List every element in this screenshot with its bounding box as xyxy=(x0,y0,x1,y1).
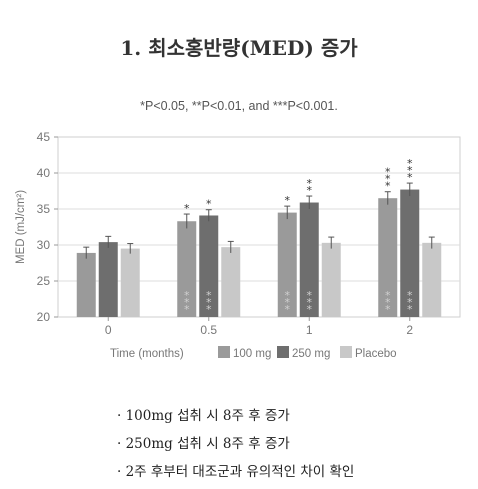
inside-star: * xyxy=(184,289,190,302)
inside-star: * xyxy=(407,296,413,309)
note-item: · 100mg 섭취 시 8주 후 증가 xyxy=(117,408,290,424)
inside-star: * xyxy=(407,303,413,316)
legend-swatch xyxy=(218,346,230,358)
chart-axes: 20 25 30 35 40 45 MED (mJ/cm²) 0 0.5 1 2 xyxy=(15,130,413,337)
significance-star: * xyxy=(307,184,313,197)
significance-star: * xyxy=(385,166,391,179)
inside-star: * xyxy=(184,303,190,316)
significance-star: * xyxy=(407,164,413,177)
y-tick-label: 40 xyxy=(37,166,51,180)
inside-star: * xyxy=(307,296,313,309)
inside-star: * xyxy=(385,289,391,302)
significance-star: * xyxy=(184,202,190,215)
notes-list: · 100mg 섭취 시 8주 후 증가 · 250mg 섭취 시 8주 후 증… xyxy=(117,402,354,486)
bar-100mg xyxy=(177,221,197,317)
legend-label: Placebo xyxy=(355,348,397,360)
bar-250mg xyxy=(299,202,319,317)
bar-chart: ***************************** 2025303540… xyxy=(15,130,461,360)
significance-star: * xyxy=(385,173,391,186)
bar-placebo xyxy=(422,242,442,317)
chart-legend: Time (months) 100 mg 250 mg Placebo xyxy=(110,346,397,360)
inside-star: * xyxy=(285,289,291,302)
chart-bars: ***************************** xyxy=(76,157,442,317)
legend-label: 250 mg xyxy=(292,348,330,360)
bar-placebo xyxy=(120,248,140,317)
bar-placebo xyxy=(221,247,241,317)
chart-grid xyxy=(57,136,461,318)
bar-100mg xyxy=(378,198,398,317)
y-tick-label: 35 xyxy=(37,202,51,216)
significance-note: *P<0.05, **P<0.01, and ***P<0.001. xyxy=(140,99,338,113)
significance-star: * xyxy=(407,171,413,184)
bar-250mg xyxy=(98,242,118,317)
significance-star: * xyxy=(385,180,391,193)
bar-100mg xyxy=(277,212,297,317)
inside-star: * xyxy=(285,303,291,316)
x-axis-label: Time (months) xyxy=(110,348,184,360)
legend-swatch xyxy=(277,346,289,358)
page-title: 1. 최소홍반량(MED) 증가 xyxy=(120,36,358,60)
legend-swatch xyxy=(340,346,352,358)
plot-frame xyxy=(57,136,461,318)
inside-star: * xyxy=(206,303,212,316)
y-tick-label: 30 xyxy=(37,238,51,252)
inside-star: * xyxy=(206,296,212,309)
bar-placebo xyxy=(321,242,341,317)
y-tick-label: 25 xyxy=(37,274,51,288)
note-item: · 2주 후부터 대조군과 유의적인 차이 확인 xyxy=(117,464,355,480)
y-axis-label: MED (mJ/cm²) xyxy=(15,190,27,264)
inside-star: * xyxy=(407,289,413,302)
y-tick-label: 45 xyxy=(37,130,51,144)
x-tick-label: 0.5 xyxy=(200,323,217,337)
inside-star: * xyxy=(385,303,391,316)
significance-star: * xyxy=(206,198,212,211)
legend-label: 100 mg xyxy=(233,348,271,360)
significance-star: * xyxy=(407,157,413,170)
x-tick-label: 2 xyxy=(406,323,413,337)
significance-star: * xyxy=(307,177,313,190)
inside-star: * xyxy=(307,289,313,302)
significance-star: * xyxy=(285,194,291,207)
bar-250mg xyxy=(199,215,219,317)
inside-star: * xyxy=(307,303,313,316)
inside-star: * xyxy=(285,296,291,309)
inside-star: * xyxy=(206,289,212,302)
x-tick-label: 0 xyxy=(105,323,112,337)
y-tick-label: 20 xyxy=(37,310,51,324)
bar-250mg xyxy=(400,189,420,317)
note-item: · 250mg 섭취 시 8주 후 증가 xyxy=(117,436,290,452)
bar-100mg xyxy=(76,252,96,317)
inside-star: * xyxy=(385,296,391,309)
inside-star: * xyxy=(184,296,190,309)
x-tick-label: 1 xyxy=(306,323,313,337)
